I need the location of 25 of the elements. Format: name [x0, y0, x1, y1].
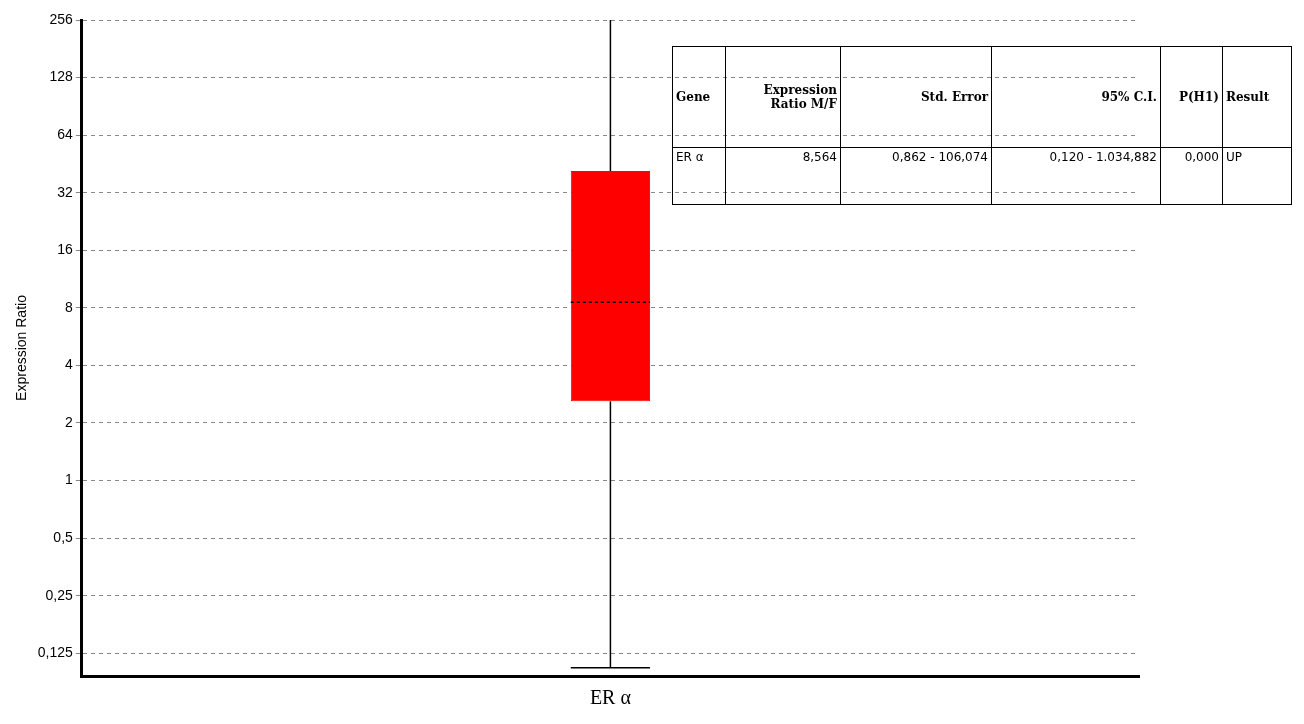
annotation: Gene	[672, 46, 726, 148]
y-tick-label: 256	[49, 10, 74, 27]
y-tick-label: 1	[65, 471, 74, 488]
y-tick-label: 8	[65, 298, 74, 315]
text: 0,000	[1160, 147, 1223, 205]
annotation: Std. Error	[840, 46, 992, 148]
y-tick-label: 32	[57, 183, 74, 200]
y-tick-label: 128	[49, 68, 74, 85]
text: P(H1)	[1160, 46, 1223, 148]
annotation: ER α	[672, 147, 726, 205]
y-tick-label: 4	[65, 356, 74, 373]
y-tick-label: 0,125	[37, 644, 74, 661]
y-tick-label: 0,25	[45, 586, 74, 603]
annotation: 95% C.I.	[991, 46, 1161, 148]
annotation: Expression Ratio M/F	[725, 46, 841, 148]
text: Result	[1222, 46, 1292, 148]
y-tick-label: 2	[65, 413, 74, 430]
annotation: 8,564	[725, 147, 841, 205]
y-tick-label: 64	[57, 125, 74, 142]
y-tick-label: 16	[57, 241, 74, 258]
annotation: 0,120 - 1.034,882	[991, 147, 1161, 205]
y-axis-title: Expression Ratio	[13, 294, 30, 401]
y-tick-label: 0,5	[53, 528, 74, 545]
annotation: 0,862 - 106,074	[840, 147, 992, 205]
text: UP	[1222, 147, 1292, 205]
